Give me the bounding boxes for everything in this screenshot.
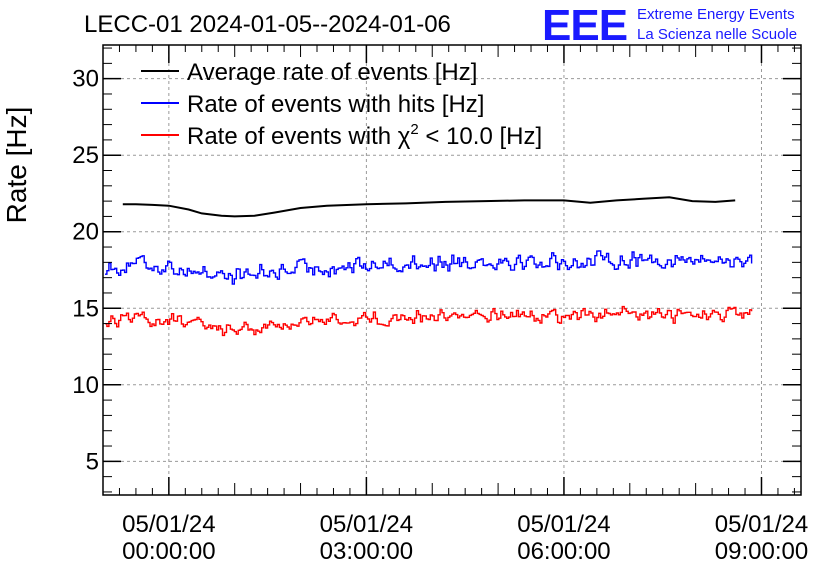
chart-title: LECC-01 2024-01-05--2024-01-06 [84,11,451,38]
x-tick-label-time: 00:00:00 [122,538,215,565]
legend: Average rate of events [Hz] Rate of even… [141,59,542,150]
y-tick-label: 5 [86,448,99,475]
y-tick-label: 10 [72,372,99,399]
series-layer [105,196,753,337]
legend-chi2-suffix: < 10.0 [Hz] [419,123,542,150]
x-tick-label-time: 03:00:00 [320,538,413,565]
y-tick-label: 30 [72,66,99,93]
logo-mark: EEE [542,1,627,50]
axis-label-layer: 5101520253005/01/2400:00:0005/01/2403:00… [72,66,808,565]
y-tick-label: 15 [72,295,99,322]
y-axis-label: Rate [Hz] [1,107,32,224]
x-tick-label-time: 06:00:00 [517,538,610,565]
series-line-2 [105,305,753,337]
logo-line-1: Extreme Energy Events [637,6,795,23]
eee-logo: EEE Extreme Energy Events La Scienza nel… [542,1,797,50]
x-tick-label-date: 05/01/24 [517,511,610,538]
legend-label-chi2: Rate of events with χ2 < 10.0 [Hz] [187,121,542,150]
legend-chi2-prefix: Rate of events with [187,123,398,150]
y-tick-label: 25 [72,142,99,169]
plot-frame [102,44,802,496]
y-tick-label: 20 [72,219,99,246]
legend-label-hits: Rate of events with hits [Hz] [187,91,484,118]
grid-layer [103,45,801,495]
x-tick-label-date: 05/01/24 [715,511,808,538]
x-tick-label-time: 09:00:00 [715,538,808,565]
legend-chi-symbol: χ [398,123,411,150]
x-tick-label-date: 05/01/24 [320,511,413,538]
tick-layer [102,45,801,495]
logo-line-2: La Scienza nelle Scuole [637,26,797,43]
series-line-0 [122,196,736,218]
legend-chi-superscript: 2 [410,121,418,138]
x-tick-label-date: 05/01/24 [122,511,215,538]
series-line-1 [105,250,753,285]
legend-label-average: Average rate of events [Hz] [187,59,477,86]
